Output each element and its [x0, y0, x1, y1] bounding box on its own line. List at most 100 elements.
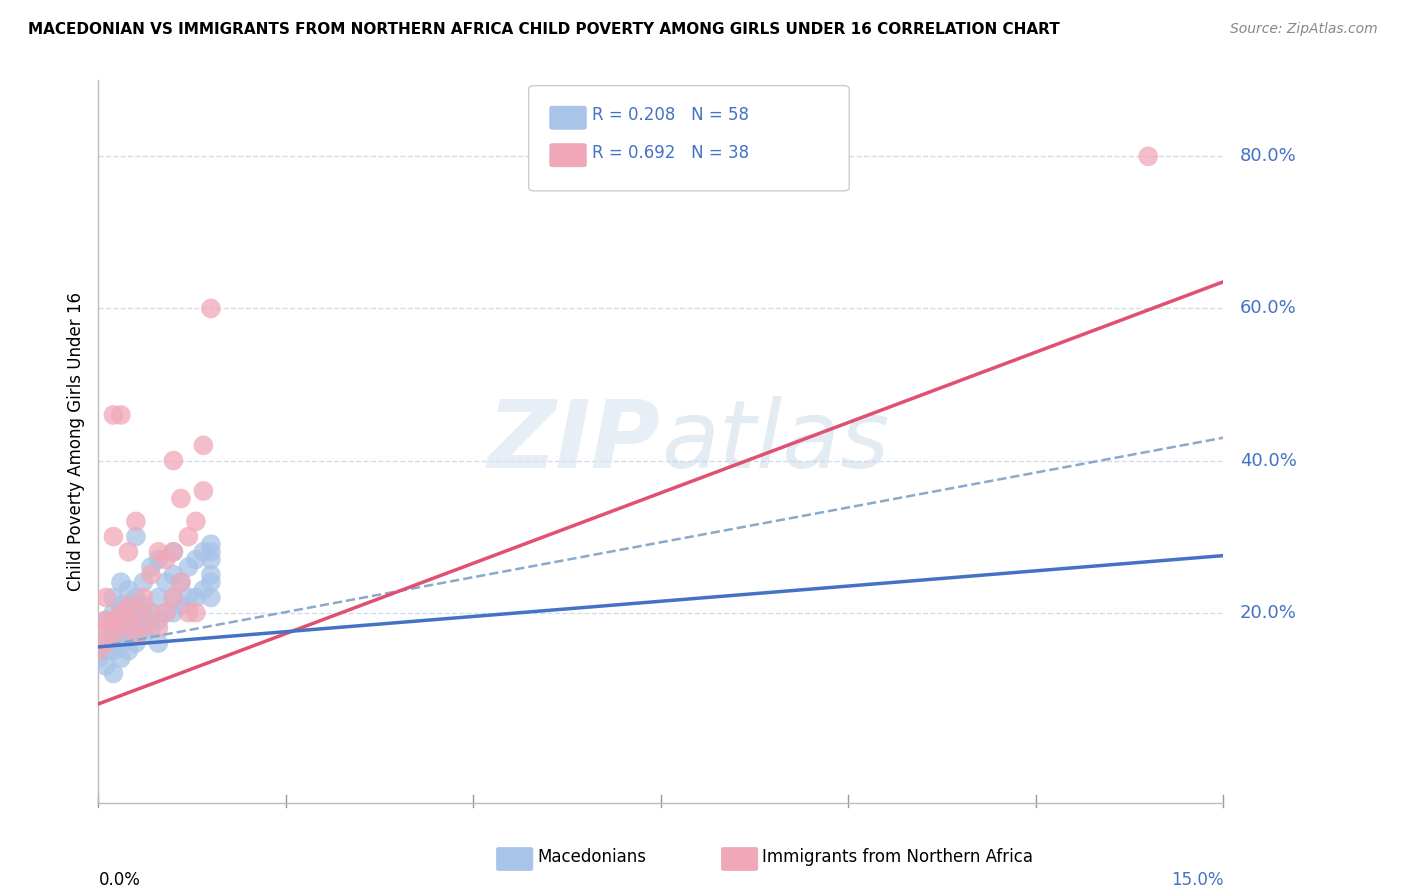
Point [177, 530, 200, 544]
Point [139, 606, 162, 620]
Point [132, 613, 155, 627]
Point [117, 613, 139, 627]
Point [110, 621, 132, 635]
Point [148, 636, 170, 650]
Point [125, 636, 148, 650]
Point [87, 643, 110, 657]
Point [117, 598, 139, 612]
Point [87, 621, 110, 635]
Point [103, 530, 125, 544]
Point [125, 591, 148, 605]
Point [132, 621, 155, 635]
Text: Macedonians: Macedonians [537, 848, 647, 866]
Point [94, 591, 117, 605]
Point [125, 621, 148, 635]
Point [103, 628, 125, 642]
Point [139, 560, 162, 574]
Point [148, 621, 170, 635]
Text: atlas: atlas [661, 396, 889, 487]
Point [139, 567, 162, 582]
Point [200, 301, 222, 316]
Point [110, 575, 132, 590]
Point [117, 613, 139, 627]
Point [132, 598, 155, 612]
Point [148, 613, 170, 627]
Text: R = 0.692   N = 38: R = 0.692 N = 38 [592, 144, 749, 161]
Point [155, 552, 177, 566]
Point [110, 408, 132, 422]
Point [170, 575, 193, 590]
Point [139, 606, 162, 620]
Point [148, 591, 170, 605]
Text: MACEDONIAN VS IMMIGRANTS FROM NORTHERN AFRICA CHILD POVERTY AMONG GIRLS UNDER 16: MACEDONIAN VS IMMIGRANTS FROM NORTHERN A… [28, 22, 1060, 37]
Point [193, 438, 215, 452]
Text: 80.0%: 80.0% [1240, 147, 1296, 165]
Point [162, 545, 184, 559]
Point [132, 575, 155, 590]
Point [110, 628, 132, 642]
Point [193, 582, 215, 597]
Point [193, 545, 215, 559]
Y-axis label: Child Poverty Among Girls Under 16: Child Poverty Among Girls Under 16 [66, 292, 84, 591]
Point [103, 606, 125, 620]
Text: ZIP: ZIP [488, 395, 661, 488]
Point [170, 598, 193, 612]
Point [162, 591, 184, 605]
Point [110, 598, 132, 612]
Point [94, 636, 117, 650]
Point [170, 575, 193, 590]
Point [125, 606, 148, 620]
Point [200, 545, 222, 559]
Point [177, 606, 200, 620]
Point [200, 591, 222, 605]
Point [94, 628, 117, 642]
Point [184, 591, 207, 605]
Point [193, 483, 215, 498]
Point [184, 552, 207, 566]
Point [132, 591, 155, 605]
Point [103, 591, 125, 605]
Point [117, 643, 139, 657]
Point [177, 591, 200, 605]
Point [155, 575, 177, 590]
Point [110, 651, 132, 665]
Text: 20.0%: 20.0% [1240, 604, 1296, 622]
Point [110, 613, 132, 627]
Point [125, 515, 148, 529]
Point [103, 408, 125, 422]
Text: 0.0%: 0.0% [98, 871, 141, 889]
Text: R = 0.208   N = 58: R = 0.208 N = 58 [592, 106, 749, 124]
Point [132, 628, 155, 642]
Point [94, 613, 117, 627]
Text: Source: ZipAtlas.com: Source: ZipAtlas.com [1230, 22, 1378, 37]
Point [1137, 149, 1160, 163]
Text: 15.0%: 15.0% [1171, 871, 1223, 889]
Point [155, 606, 177, 620]
Point [103, 643, 125, 657]
Point [162, 453, 184, 467]
Text: Immigrants from Northern Africa: Immigrants from Northern Africa [762, 848, 1033, 866]
Point [177, 560, 200, 574]
Point [94, 659, 117, 673]
Point [103, 628, 125, 642]
Point [162, 606, 184, 620]
Point [94, 613, 117, 627]
Point [148, 545, 170, 559]
Point [94, 643, 117, 657]
Point [200, 567, 222, 582]
Point [162, 591, 184, 605]
Point [200, 552, 222, 566]
Point [117, 598, 139, 612]
Point [162, 567, 184, 582]
Point [117, 582, 139, 597]
Point [170, 491, 193, 506]
Point [184, 606, 207, 620]
Point [110, 606, 132, 620]
Point [110, 636, 132, 650]
Point [139, 621, 162, 635]
Text: 40.0%: 40.0% [1240, 451, 1296, 469]
Point [117, 628, 139, 642]
Point [103, 666, 125, 681]
Text: 60.0%: 60.0% [1240, 300, 1296, 318]
Point [125, 606, 148, 620]
